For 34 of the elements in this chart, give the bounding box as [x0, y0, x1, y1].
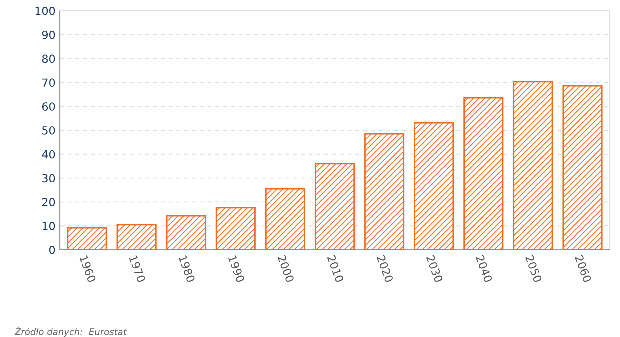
x-tick-label: 2010 — [327, 255, 344, 283]
x-tick-label: 2050 — [525, 255, 542, 283]
bar — [314, 163, 356, 250]
y-tick-label: 0 — [49, 246, 56, 254]
y-tick-label: 50 — [42, 126, 56, 135]
x-tick-label: 1990 — [228, 255, 246, 283]
x-tick-label: 1960 — [80, 255, 96, 283]
x-tick-label: 2040 — [476, 255, 493, 283]
bar — [216, 207, 256, 250]
text: Źródło danych: Eurostat — [14, 326, 128, 337]
x-tick-label: 1980 — [178, 255, 196, 283]
y-tick-label: 30 — [42, 174, 56, 183]
x-tick-label: 2020 — [376, 255, 394, 283]
bar — [116, 224, 157, 250]
bar — [265, 188, 306, 250]
bar — [464, 97, 504, 250]
bar — [166, 215, 206, 250]
y-tick-label: 20 — [42, 198, 56, 207]
x-tick-label: 2060 — [574, 255, 592, 283]
y-tick-label: 60 — [42, 102, 56, 111]
y-tick-label: 70 — [42, 78, 56, 88]
x-tick-label: 1970 — [129, 255, 146, 283]
bar — [513, 81, 554, 250]
bar — [67, 227, 108, 250]
y-tick-label: 40 — [42, 150, 56, 159]
y-tick-label: 90 — [42, 30, 56, 40]
y-tick-label: 80 — [42, 54, 56, 64]
x-tick-label: 2000 — [278, 255, 295, 283]
bar — [562, 85, 603, 250]
bar — [364, 133, 405, 250]
bar — [414, 122, 454, 250]
y-tick-label: 10 — [42, 222, 56, 230]
x-tick-label: 2030 — [426, 255, 444, 283]
y-tick-label: 100 — [36, 6, 56, 16]
